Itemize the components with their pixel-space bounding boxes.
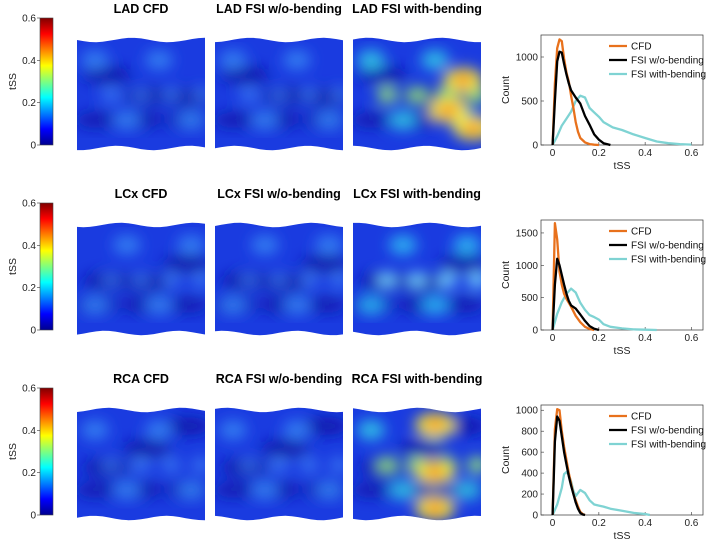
x-axis-label: tSS <box>614 160 631 172</box>
tss-map: RCA FSI with-bending <box>352 372 483 521</box>
legend-label: FSI with-bending <box>631 70 706 81</box>
y-tick-label: 1000 <box>516 406 539 417</box>
x-tick-label: 0 <box>550 333 556 344</box>
legend-label: FSI w/o-bending <box>631 56 704 67</box>
plot-area <box>540 404 704 516</box>
tss-map: LCx FSI with-bending <box>353 187 481 336</box>
colorbar-tick-label: 0.4 <box>22 241 36 252</box>
y-tick-label: 800 <box>521 427 538 438</box>
legend-label: FSI with-bending <box>631 255 706 266</box>
map-title: RCA CFD <box>113 372 169 386</box>
colorbar-tick-label: 0 <box>30 511 36 522</box>
legend-label: CFD <box>631 227 652 238</box>
x-axis-label: tSS <box>614 530 631 542</box>
legend: CFD FSI w/o-bending FSI with-bending <box>609 227 706 266</box>
colorbar-tick-label: 0.2 <box>22 98 36 109</box>
legend-label: FSI w/o-bending <box>631 426 704 437</box>
histogram-chart: 0 0.2 0.4 0.6 0 200 400 600 800 1000 tSS Count CFD FS… <box>500 404 706 542</box>
y-tick-label: 1000 <box>516 53 539 64</box>
series-line <box>551 50 611 147</box>
y-tick-label: 0 <box>532 141 538 152</box>
y-tick-label: 600 <box>521 448 538 459</box>
colorbar-gradient <box>39 387 54 516</box>
colorbar-tick-label: 0.6 <box>22 384 36 395</box>
colorbar-tick-label: 0.2 <box>22 468 36 479</box>
x-tick-label: 0 <box>550 518 556 529</box>
map-title: LAD CFD <box>114 2 169 16</box>
x-tick-label: 0.4 <box>638 518 652 529</box>
y-tick-label: 1000 <box>516 261 539 272</box>
y-axis-label: Count <box>500 261 512 289</box>
colorbar-tick-label: 0.6 <box>22 14 36 25</box>
map-title: LAD FSI w/o-bending <box>216 2 342 16</box>
colorbar-label: tSS <box>7 73 19 90</box>
colorbar-tick-label: 0 <box>30 141 36 152</box>
series-line <box>551 222 595 332</box>
colorbar-tick-label: 0.2 <box>22 283 36 294</box>
tss-map: LAD CFD <box>77 2 205 151</box>
colorbar-tick-label: 0.6 <box>22 199 36 210</box>
legend-label: CFD <box>631 412 652 423</box>
series-line <box>551 470 651 517</box>
x-axis-label: tSS <box>614 345 631 357</box>
tss-map: RCA FSI w/o-bending <box>215 372 343 521</box>
y-tick-label: 400 <box>521 469 538 480</box>
plot-area <box>540 34 704 146</box>
colorbar-label: tSS <box>7 443 19 460</box>
x-tick-label: 0.2 <box>592 333 606 344</box>
legend-label: FSI with-bending <box>631 440 706 451</box>
map-title: LAD FSI with-bending <box>352 2 482 16</box>
legend: CFD FSI w/o-bending FSI with-bending <box>609 42 706 81</box>
y-axis-label: Count <box>500 76 512 104</box>
series-line <box>551 94 692 146</box>
x-tick-label: 0.2 <box>592 518 606 529</box>
y-tick-label: 500 <box>521 97 538 108</box>
colorbar: 0 0.2 0.4 0.6 tSS <box>7 199 54 337</box>
y-tick-label: 200 <box>521 490 538 501</box>
tss-map: LCx CFD <box>77 187 205 336</box>
colorbar-tick-label: 0.4 <box>22 426 36 437</box>
colorbar-tick-label: 0 <box>30 326 36 337</box>
legend: CFD FSI w/o-bending FSI with-bending <box>609 412 706 451</box>
x-tick-label: 0 <box>550 148 556 159</box>
colorbar: 0 0.2 0.4 0.6 tSS <box>7 14 54 152</box>
x-tick-label: 0.2 <box>592 148 606 159</box>
tss-map: RCA CFD <box>77 372 205 521</box>
map-title: LCx FSI with-bending <box>353 187 481 201</box>
map-title: RCA FSI with-bending <box>352 372 483 386</box>
map-title: LCx FSI w/o-bending <box>217 187 341 201</box>
colorbar-label: tSS <box>7 258 19 275</box>
tss-map: LAD FSI w/o-bending <box>215 2 343 151</box>
legend-label: FSI w/o-bending <box>631 241 704 252</box>
y-tick-label: 500 <box>521 293 538 304</box>
x-tick-label: 0.4 <box>638 148 652 159</box>
y-tick-label: 1500 <box>516 228 539 239</box>
x-tick-label: 0.6 <box>684 518 698 529</box>
x-tick-label: 0.6 <box>684 148 698 159</box>
x-tick-label: 0.4 <box>638 333 652 344</box>
tss-map: LCx FSI w/o-bending <box>215 187 343 336</box>
series-line <box>551 415 586 517</box>
map-title: LCx CFD <box>115 187 168 201</box>
y-tick-label: 0 <box>532 511 538 522</box>
y-axis-label: Count <box>500 446 512 474</box>
colorbar: 0 0.2 0.4 0.6 tSS <box>7 384 54 522</box>
histogram-chart: 0 0.2 0.4 0.6 0 500 1000 1500 tSS Count CFD FSI w/o… <box>500 219 706 357</box>
tss-map: LAD FSI with-bending <box>352 2 482 151</box>
y-tick-label: 0 <box>532 326 538 337</box>
colorbar-gradient <box>39 17 54 146</box>
plot-area <box>540 219 704 331</box>
x-tick-label: 0.6 <box>684 333 698 344</box>
legend-label: CFD <box>631 42 652 53</box>
map-title: RCA FSI w/o-bending <box>216 372 343 386</box>
colorbar-tick-label: 0.4 <box>22 56 36 67</box>
series-line <box>551 257 600 332</box>
histogram-chart: 0 0.2 0.4 0.6 0 500 1000 tSS Count CFD FSI w/o-ben… <box>500 34 706 172</box>
series-line <box>551 38 599 147</box>
colorbar-gradient <box>39 202 54 331</box>
